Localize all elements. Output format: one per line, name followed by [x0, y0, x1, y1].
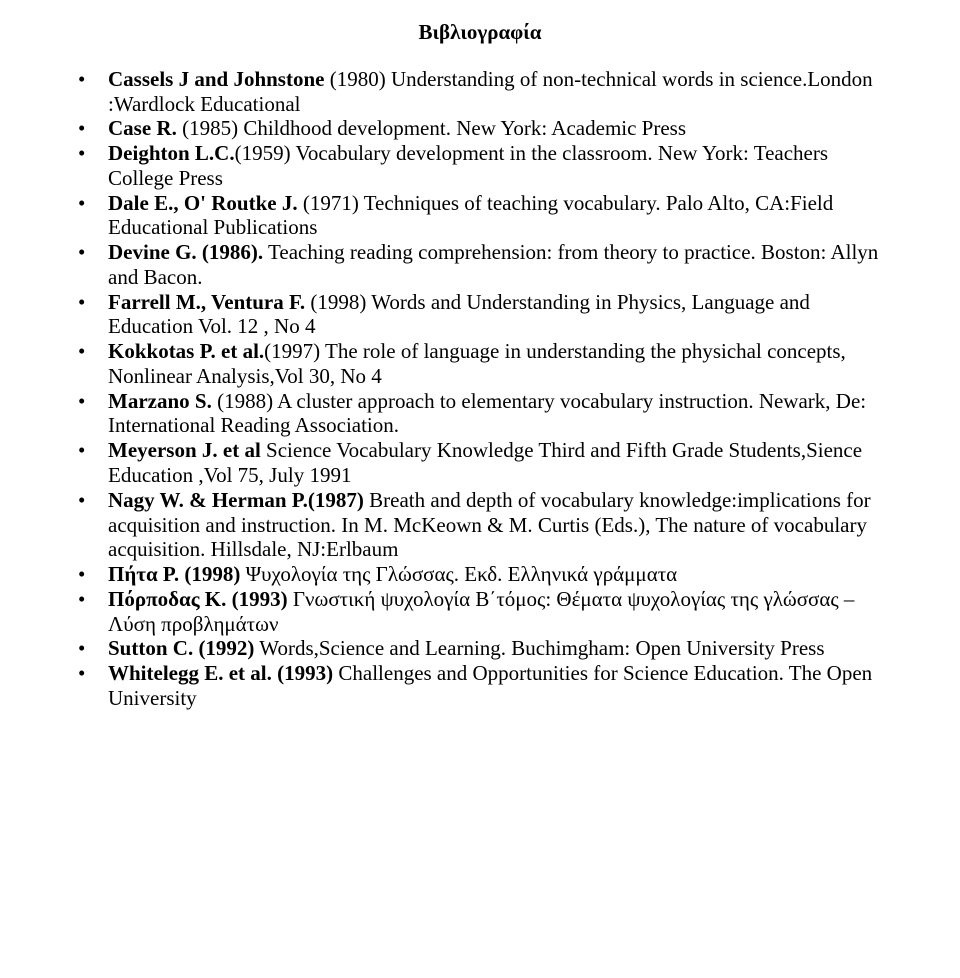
- bibliography-list: Cassels J and Johnstone (1980) Understan…: [70, 67, 890, 711]
- bibliography-item: Sutton C. (1992) Words,Science and Learn…: [70, 636, 890, 661]
- bibliography-item-details: Words,Science and Learning. Buchimgham: …: [254, 636, 824, 660]
- bibliography-item: Deighton L.C.(1959) Vocabulary developme…: [70, 141, 890, 191]
- bibliography-item-details: (1985) Childhood development. New York: …: [177, 116, 686, 140]
- bibliography-item-author: Marzano S.: [108, 389, 212, 413]
- bibliography-item-author: Dale E., O' Routke J.: [108, 191, 298, 215]
- bibliography-item-author: Cassels J and Johnstone: [108, 67, 324, 91]
- bibliography-item: Case R. (1985) Childhood development. Ne…: [70, 116, 890, 141]
- bibliography-item: Marzano S. (1988) A cluster approach to …: [70, 389, 890, 439]
- bibliography-item-author: Πόρποδας Κ. (1993): [108, 587, 288, 611]
- page-title: Βιβλιογραφία: [70, 20, 890, 45]
- bibliography-item-details: Ψυχολογία της Γλώσσας. Εκδ. Ελληνικά γρά…: [240, 562, 677, 586]
- bibliography-item: Devine G. (1986). Teaching reading compr…: [70, 240, 890, 290]
- bibliography-item-author: Farrell M., Ventura F.: [108, 290, 305, 314]
- bibliography-item-author: Deighton L.C.: [108, 141, 235, 165]
- bibliography-item-author: Nagy W. & Herman P.(1987): [108, 488, 364, 512]
- bibliography-item-author: Sutton C. (1992): [108, 636, 254, 660]
- bibliography-item-details: (1988) A cluster approach to elementary …: [108, 389, 866, 438]
- bibliography-item: Dale E., O' Routke J. (1971) Techniques …: [70, 191, 890, 241]
- bibliography-item-author: Whitelegg E. et al. (1993): [108, 661, 333, 685]
- bibliography-item-author: Case R.: [108, 116, 177, 140]
- bibliography-item: Whitelegg E. et al. (1993) Challenges an…: [70, 661, 890, 711]
- bibliography-item: Cassels J and Johnstone (1980) Understan…: [70, 67, 890, 117]
- bibliography-item: Meyerson J. et al Science Vocabulary Kno…: [70, 438, 890, 488]
- bibliography-item-author: Devine G. (1986).: [108, 240, 263, 264]
- bibliography-item-author: Πήτα Ρ. (1998): [108, 562, 240, 586]
- bibliography-page: Βιβλιογραφία Cassels J and Johnstone (19…: [0, 0, 960, 978]
- bibliography-item-author: Kokkotas P. et al.: [108, 339, 264, 363]
- bibliography-item: Πόρποδας Κ. (1993) Γνωστική ψυχολογία Β΄…: [70, 587, 890, 637]
- bibliography-item-author: Meyerson J. et al: [108, 438, 261, 462]
- bibliography-item: Kokkotas P. et al.(1997) The role of lan…: [70, 339, 890, 389]
- bibliography-item: Nagy W. & Herman P.(1987) Breath and dep…: [70, 488, 890, 562]
- bibliography-item: Farrell M., Ventura F. (1998) Words and …: [70, 290, 890, 340]
- bibliography-item: Πήτα Ρ. (1998) Ψυχολογία της Γλώσσας. Εκ…: [70, 562, 890, 587]
